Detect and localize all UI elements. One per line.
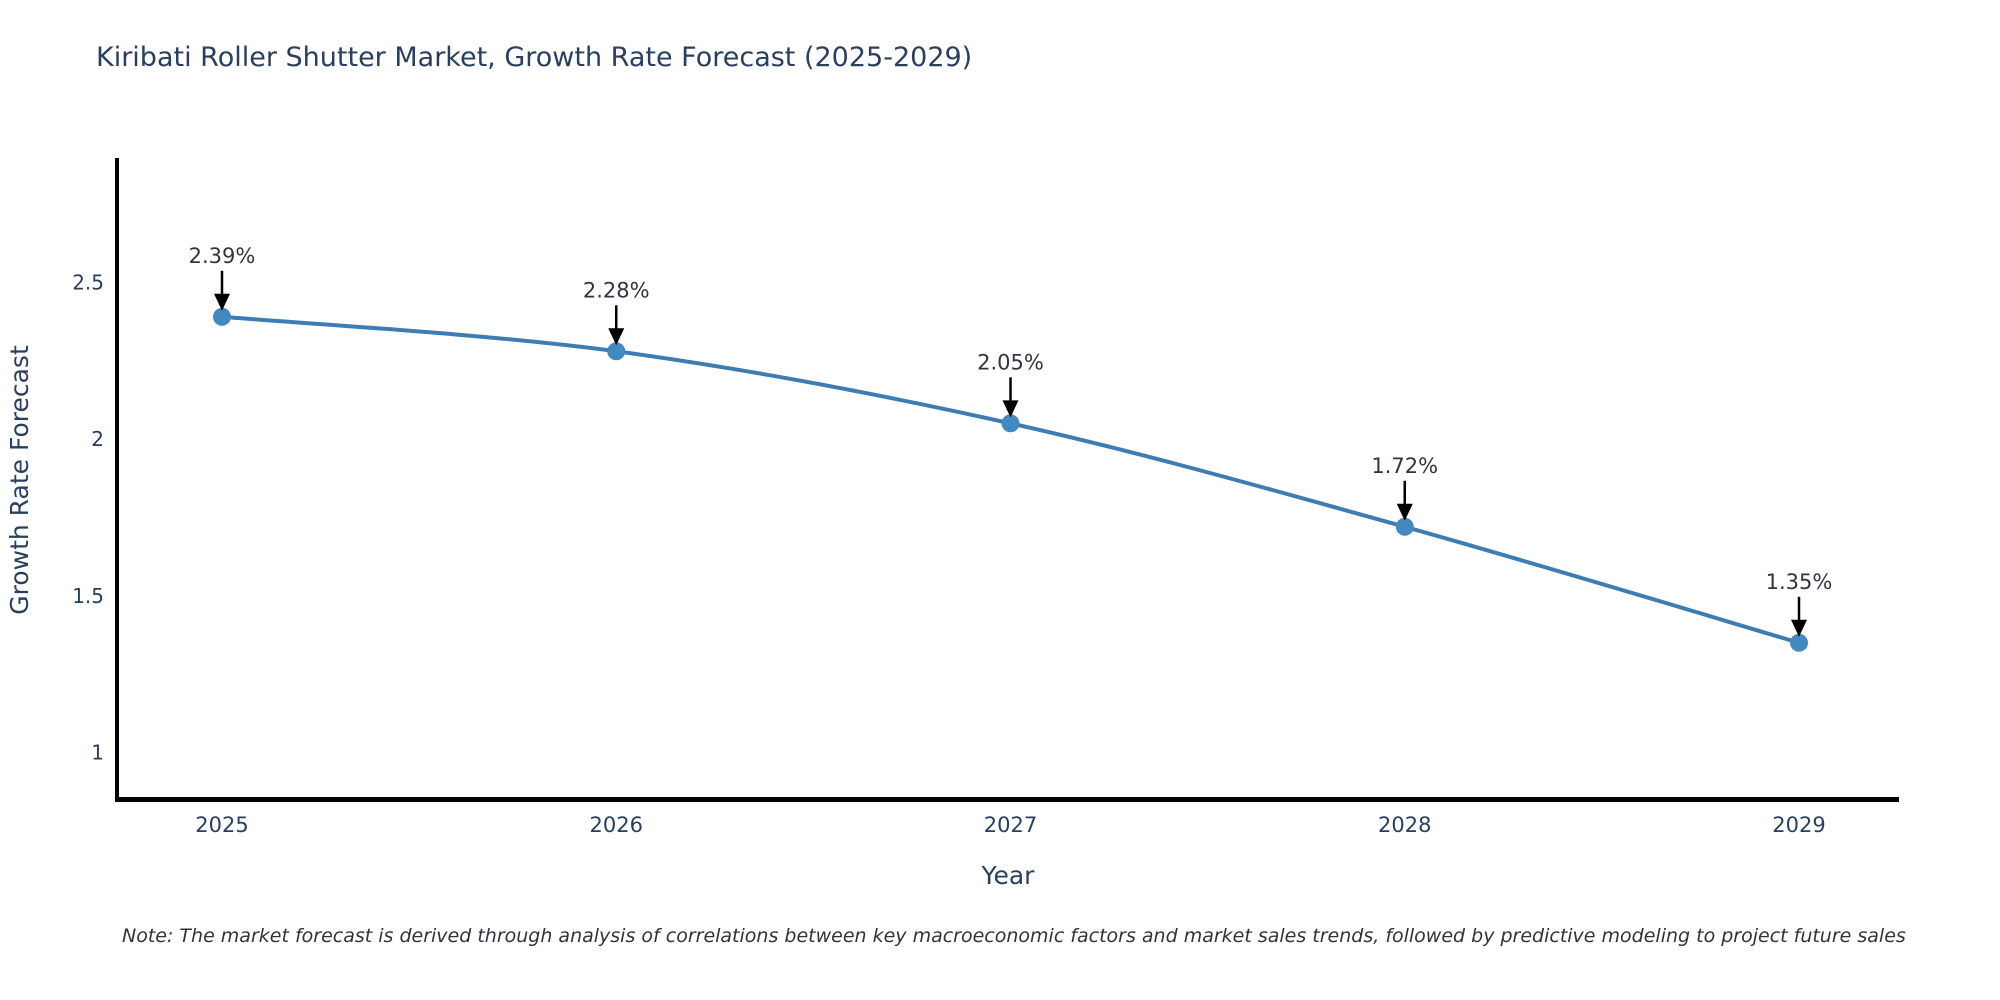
- data-point-marker[interactable]: [1395, 517, 1414, 536]
- x-tick-label: 2026: [590, 813, 643, 837]
- point-value-label: 1.72%: [1371, 454, 1438, 478]
- annotation-arrow-head: [1791, 619, 1807, 637]
- x-tick-label: 2025: [195, 813, 248, 837]
- point-value-label: 1.35%: [1766, 570, 1833, 594]
- data-point-marker[interactable]: [213, 307, 231, 326]
- y-tick-label: 1.5: [72, 584, 104, 608]
- annotation-arrow-head: [1002, 400, 1019, 418]
- data-point-marker[interactable]: [1001, 414, 1020, 433]
- annotation-arrow-head: [214, 293, 230, 311]
- y-axis-title: Growth Rate Forecast: [5, 345, 34, 615]
- data-point-marker[interactable]: [607, 342, 626, 361]
- point-value-label: 2.05%: [977, 350, 1044, 374]
- chart-title: Kiribati Roller Shutter Market, Growth R…: [96, 42, 973, 73]
- footnote: Note: The market forecast is derived thr…: [122, 925, 1906, 947]
- annotation-arrow-head: [608, 328, 625, 346]
- x-tick-label: 2028: [1378, 813, 1431, 837]
- data-point-marker[interactable]: [1790, 633, 1808, 652]
- annotation-arrow-head: [1396, 503, 1413, 521]
- x-axis-title: Year: [981, 861, 1036, 890]
- y-tick-label: 2: [91, 427, 104, 451]
- x-tick-label: 2027: [984, 813, 1037, 837]
- y-tick-label: 1: [91, 741, 104, 765]
- y-tick-label: 2.5: [72, 270, 104, 294]
- point-value-label: 2.28%: [583, 278, 650, 302]
- x-tick-label: 2029: [1772, 813, 1825, 837]
- point-value-label: 2.39%: [189, 244, 256, 268]
